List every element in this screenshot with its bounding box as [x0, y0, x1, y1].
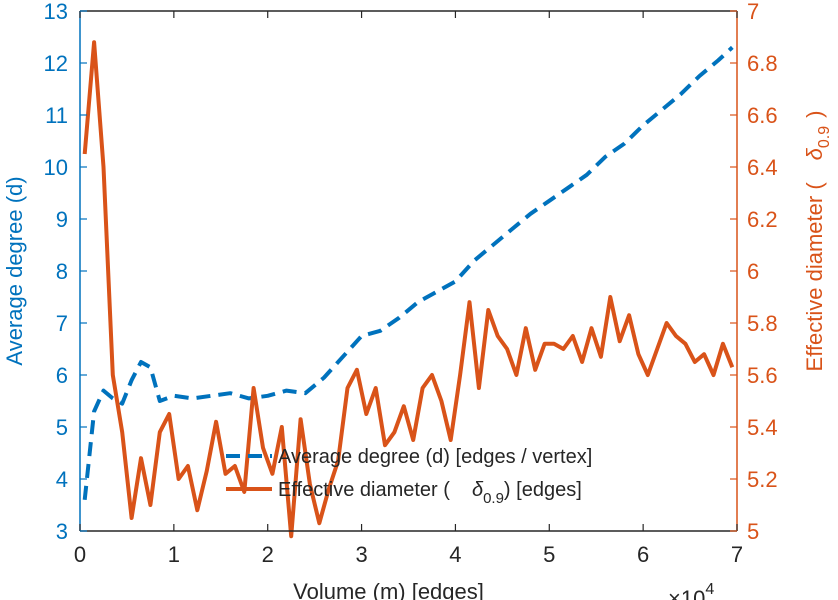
- x-axis-label: Volume (m) [edges]: [293, 579, 484, 600]
- legend-label-subscript: 0.9: [483, 490, 504, 507]
- left-y-tick-label: 13: [44, 0, 68, 24]
- x-tick-label: 2: [262, 542, 274, 567]
- x-exponent-base: ×10: [668, 586, 705, 600]
- left-y-tick-label: 3: [56, 519, 68, 544]
- right-y-label-subscript: 0.9: [816, 126, 833, 148]
- legend-label-average-degree: Average degree (d) [edges / vertex]: [278, 446, 592, 468]
- left-y-tick-label: 8: [56, 259, 68, 284]
- x-tick-label: 7: [731, 542, 743, 567]
- legend-label-suffix: ) [edges]: [504, 479, 582, 501]
- legend-label-prefix: Effective diameter (: [278, 479, 450, 501]
- right-y-tick-label: 5.4: [747, 415, 778, 440]
- left-y-tick-label: 10: [44, 155, 68, 180]
- x-tick-label: 3: [355, 542, 367, 567]
- x-exponent-power: 4: [705, 581, 714, 598]
- right-y-tick-label: 6.4: [747, 155, 778, 180]
- x-tick-label: 0: [74, 542, 86, 567]
- right-y-label-prefix: Effective diameter (: [802, 182, 827, 372]
- series-effective-diameter-line: [82, 40, 735, 539]
- left-y-tick-label: 11: [45, 103, 68, 128]
- x-tick-label: 5: [543, 542, 555, 567]
- x-tick-label: 1: [168, 542, 180, 567]
- right-y-tick-label: 7: [747, 0, 759, 24]
- right-y-tick-label: 5.8: [747, 311, 778, 336]
- left-y-axis-label: Average degree (d): [2, 176, 27, 365]
- right-y-axis-label: Effective diameter ( δ0.9): [802, 111, 833, 372]
- left-y-tick-label: 4: [56, 467, 68, 492]
- legend-label-symbol: δ: [472, 479, 484, 501]
- right-y-tick-label: 5.6: [747, 363, 778, 388]
- legend: Average degree (d) [edges / vertex] Effec…: [226, 446, 592, 507]
- x-tick-label: 4: [449, 542, 461, 567]
- x-exponent-label: ×104: [668, 581, 714, 600]
- x-tick-label: 6: [637, 542, 649, 567]
- left-y-tick-label: 7: [56, 311, 68, 336]
- right-y-label-suffix: ): [802, 111, 827, 118]
- left-y-tick-label: 9: [56, 207, 68, 232]
- right-y-tick-label: 5: [747, 519, 759, 544]
- right-y-tick-label: 6.8: [747, 51, 778, 76]
- legend-label-effective-diameter: Effective diameter ( δ0.9) [edges]: [278, 479, 582, 507]
- right-y-tick-label: 6: [747, 259, 759, 284]
- right-y-tick-label: 5.2: [747, 467, 778, 492]
- series-average-degree-line: [82, 45, 734, 501]
- right-y-tick-label: 6.6: [747, 103, 778, 128]
- plot-area: [82, 40, 735, 539]
- left-y-tick-label: 6: [56, 363, 68, 388]
- right-y-label-symbol: δ: [802, 147, 827, 160]
- right-y-tick-label: 6.2: [747, 207, 778, 232]
- left-y-tick-label: 5: [56, 415, 68, 440]
- left-y-tick-label: 12: [44, 51, 68, 76]
